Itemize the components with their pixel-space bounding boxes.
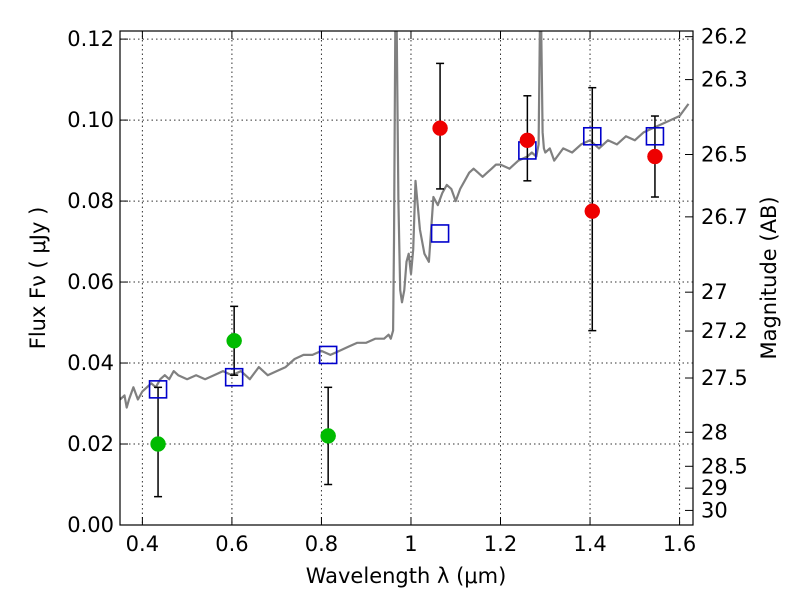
y-tick-label: 0.02 bbox=[67, 432, 114, 456]
x-tick-label: 0.6 bbox=[215, 532, 248, 556]
observed-flux-point bbox=[432, 120, 448, 136]
x-tick-label: 1 bbox=[404, 532, 417, 556]
observed-flux-point bbox=[519, 132, 536, 149]
model-photometry-square bbox=[430, 224, 450, 243]
x-axis-title: Wavelength λ (μm) bbox=[306, 564, 507, 588]
mag-tick-label: 27.5 bbox=[701, 366, 748, 390]
mag-tick-label: 30 bbox=[701, 498, 728, 522]
model-photometry-square bbox=[318, 345, 338, 365]
observed-flux-point bbox=[584, 203, 601, 219]
model-spectrum-line bbox=[120, 31, 690, 409]
observed-flux-point bbox=[647, 148, 663, 165]
y-tick-label: 0.08 bbox=[67, 189, 114, 213]
y-tick-label: 0.12 bbox=[67, 27, 114, 51]
mag-tick-label: 28 bbox=[701, 420, 728, 444]
y2-axis-title: Magnitude (AB) bbox=[757, 196, 781, 359]
y-tick-label: 0.04 bbox=[67, 351, 114, 375]
mag-tick-label: 26.7 bbox=[701, 205, 748, 229]
y-tick-label: 0.06 bbox=[67, 270, 114, 294]
x-tick-label: 1.4 bbox=[573, 532, 606, 556]
mag-tick-label: 27.2 bbox=[701, 319, 748, 343]
y-tick-label: 0.00 bbox=[67, 513, 114, 537]
observed-flux-point bbox=[226, 333, 242, 349]
mag-tick-label: 29 bbox=[701, 476, 728, 500]
y-tick-label: 0.10 bbox=[67, 108, 114, 132]
tick-layer: 0.4 0.6 0.8 1 1.2 1.4 1.6 0.00 0.02 0.04 0.06 0.08 0… bbox=[67, 25, 748, 556]
grid-layer bbox=[120, 31, 693, 526]
mag-tick-label: 26.3 bbox=[701, 68, 748, 92]
mag-tick-label: 27 bbox=[701, 280, 728, 304]
plot-frame bbox=[119, 30, 694, 526]
y-axis-title: Flux Fν ( μJy ) bbox=[26, 207, 50, 350]
x-tick-label: 1.2 bbox=[484, 532, 517, 556]
mag-tick-label: 26.2 bbox=[701, 25, 748, 49]
x-tick-label: 0.8 bbox=[305, 532, 338, 556]
x-tick-label: 1.6 bbox=[663, 532, 696, 556]
model-photometry-square bbox=[645, 126, 665, 146]
model-photometry-square bbox=[582, 126, 602, 146]
model-photometry-square bbox=[148, 380, 168, 399]
plot-area bbox=[120, 31, 690, 498]
observed-flux-point bbox=[150, 436, 166, 452]
mag-tick-label: 26.5 bbox=[701, 143, 748, 167]
x-tick-label: 0.4 bbox=[126, 532, 159, 556]
mag-tick-label: 28.5 bbox=[701, 454, 748, 478]
observed-flux-point bbox=[320, 428, 336, 444]
model-photometry-square bbox=[224, 367, 244, 387]
